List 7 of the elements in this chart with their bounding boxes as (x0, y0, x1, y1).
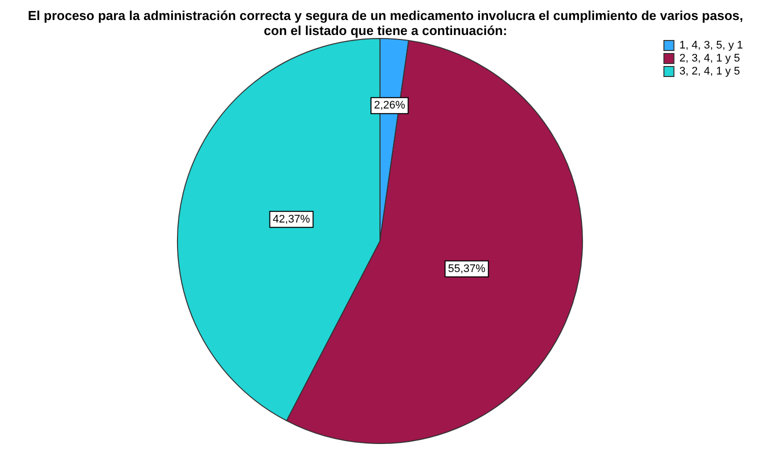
chart-title: El proceso para la administración correcta y segura de un medicamento involucra el cumplimiento de varios pasos, con el listado que tiene a continuación: (26, 8, 744, 38)
data-label: 42,37% (272, 213, 310, 226)
legend-label: 2, 3, 4, 1 y 5 (679, 52, 740, 65)
data-label: 2,26% (374, 100, 406, 112)
legend-label: 1, 4, 3, 5, y 1 (679, 40, 743, 52)
data-label: 55,37% (448, 262, 486, 275)
legend-label: 3, 2, 4, 1 y 5 (679, 66, 740, 78)
